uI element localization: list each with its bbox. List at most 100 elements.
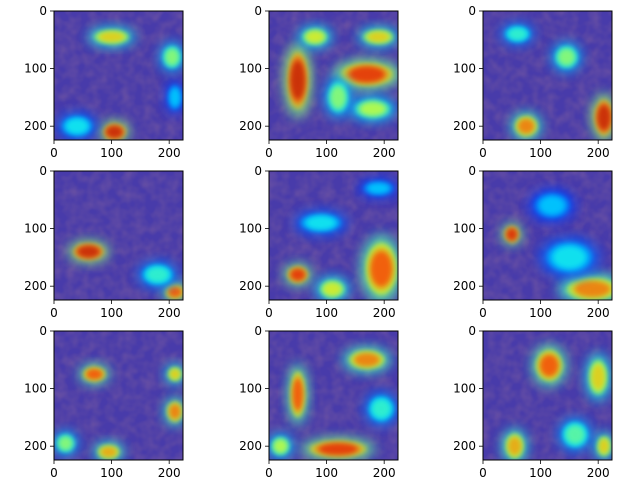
activation-hotspot [288, 363, 308, 426]
x-tick-label: 100 [100, 306, 123, 320]
activation-hotspot [357, 27, 398, 47]
activation-hotspot [551, 41, 582, 73]
y-tick-label: 0 [468, 4, 476, 18]
y-tick-label: 100 [239, 222, 262, 236]
y-tick-label: 100 [453, 62, 476, 76]
x-tick-label: 100 [529, 146, 552, 160]
activation-hotspot [332, 59, 398, 90]
x-tick-label: 200 [373, 146, 396, 160]
activation-hotspot [348, 96, 397, 122]
activation-hotspot [538, 236, 601, 279]
x-tick-label: 0 [50, 466, 58, 480]
activation-hotspot [531, 344, 567, 387]
x-tick-label: 200 [158, 306, 181, 320]
y-tick-label: 100 [239, 62, 262, 76]
y-tick-label: 200 [24, 279, 47, 293]
activation-hotspot [283, 42, 312, 119]
x-tick-label: 100 [529, 466, 552, 480]
x-tick-label: 0 [265, 306, 273, 320]
heatmap-image [483, 331, 612, 460]
x-tick-label: 0 [479, 466, 487, 480]
axes-frame [482, 170, 613, 301]
axes-frame [268, 10, 399, 141]
heatmap-image [54, 331, 183, 460]
activation-hotspot [502, 223, 522, 246]
x-tick-label: 200 [587, 466, 610, 480]
activation-hotspot [557, 417, 593, 452]
axes-frame [53, 10, 184, 141]
y-tick-label: 200 [239, 119, 262, 133]
activation-hotspot [297, 25, 333, 48]
activation-hotspot [594, 432, 612, 460]
activation-hotspot [315, 276, 350, 300]
heatmap-image [483, 171, 612, 300]
axes-frame [53, 330, 184, 461]
activation-hotspot [585, 352, 611, 402]
x-tick-label: 0 [50, 146, 58, 160]
x-tick-label: 100 [315, 306, 338, 320]
heatmap-image [269, 331, 398, 460]
activation-hotspot [342, 347, 392, 373]
activation-hotspot [300, 438, 377, 460]
axes-frame [268, 170, 399, 301]
activation-hotspot [67, 240, 110, 263]
activation-hotspot [99, 120, 130, 140]
activation-hotspot [165, 364, 183, 384]
y-tick-label: 0 [39, 324, 47, 338]
activation-hotspot [283, 263, 312, 286]
y-tick-label: 0 [468, 164, 476, 178]
y-tick-label: 0 [39, 4, 47, 18]
y-tick-label: 200 [239, 439, 262, 453]
y-tick-label: 0 [39, 164, 47, 178]
activation-hotspot [87, 27, 136, 47]
activation-hotspot [136, 260, 179, 289]
axes-frame [482, 10, 613, 141]
y-tick-label: 100 [24, 62, 47, 76]
activation-hotspot [591, 93, 612, 140]
x-tick-label: 100 [315, 466, 338, 480]
x-tick-label: 100 [100, 466, 123, 480]
activation-hotspot [500, 22, 535, 46]
y-tick-label: 200 [453, 439, 476, 453]
x-tick-label: 100 [315, 146, 338, 160]
y-tick-label: 0 [254, 4, 262, 18]
activation-hotspot [510, 112, 542, 140]
x-tick-label: 0 [265, 466, 273, 480]
activation-hotspot [164, 397, 183, 426]
activation-hotspot [527, 188, 577, 223]
y-tick-label: 0 [254, 164, 262, 178]
activation-hotspot [357, 178, 398, 198]
heatmap-image [269, 171, 398, 300]
x-tick-label: 200 [587, 306, 610, 320]
activation-hotspot [324, 76, 352, 119]
y-tick-label: 100 [24, 222, 47, 236]
activation-hotspot [159, 41, 183, 73]
heatmap-image [483, 11, 612, 140]
y-tick-label: 100 [239, 382, 262, 396]
x-tick-label: 200 [158, 146, 181, 160]
activation-hotspot [93, 442, 124, 460]
activation-hotspot [56, 112, 98, 140]
y-tick-label: 100 [24, 382, 47, 396]
x-tick-label: 0 [479, 306, 487, 320]
activation-hotspot [360, 234, 398, 300]
x-tick-label: 100 [529, 306, 552, 320]
activation-hotspot [165, 80, 183, 115]
y-tick-label: 200 [239, 279, 262, 293]
x-tick-label: 0 [479, 146, 487, 160]
heatmap-image [54, 11, 183, 140]
y-tick-label: 200 [24, 439, 47, 453]
axes-frame [53, 170, 184, 301]
activation-hotspot [269, 433, 293, 459]
activation-hotspot [364, 391, 398, 427]
y-tick-label: 200 [24, 119, 47, 133]
